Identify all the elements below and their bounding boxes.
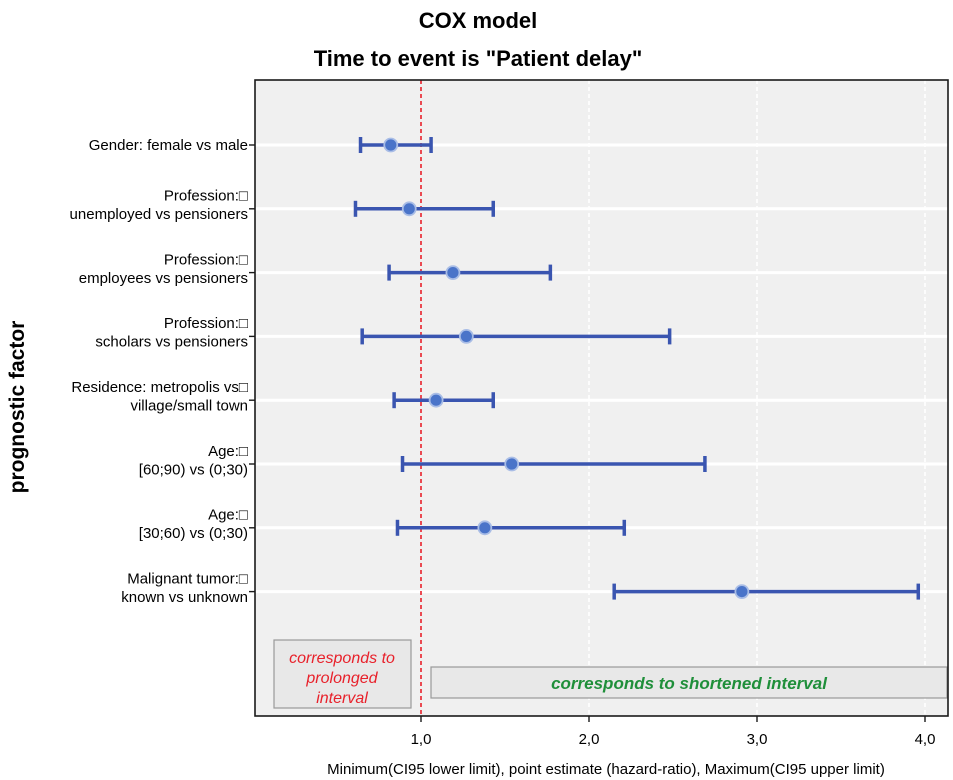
- y-axis-label: prognostic factor: [6, 321, 29, 494]
- category-label: Profession:□: [164, 315, 248, 332]
- category-label: employees vs pensioners: [79, 270, 248, 287]
- x-axis-label: Minimum(CI95 lower limit), point estimat…: [327, 761, 885, 778]
- category-label: scholars vs pensioners: [95, 334, 248, 351]
- point-estimate: [445, 265, 461, 281]
- right-annotation-box: [430, 666, 948, 699]
- point-estimate: [734, 584, 750, 599]
- category-label: village/small town: [130, 397, 248, 414]
- x-tick-label: 3,0: [747, 731, 768, 748]
- left-annotation-box: [273, 639, 412, 709]
- plot-area: [255, 80, 948, 716]
- point-estimate: [383, 137, 399, 153]
- point-estimate: [504, 456, 520, 472]
- x-tick-label: 2,0: [579, 731, 600, 748]
- annotations: corresponds to prolonged interval correspon…: [273, 639, 948, 709]
- point-estimate: [401, 201, 417, 217]
- point-estimate: [477, 520, 493, 536]
- category-label: Profession:□: [164, 251, 248, 268]
- category-label: Age:□: [208, 507, 248, 524]
- right-annotation-text: corresponds to shortened interval: [551, 674, 828, 693]
- category-label: Age:□: [208, 443, 248, 460]
- left-annotation-text: interval: [316, 690, 368, 707]
- chart-title: COX model: [419, 8, 538, 33]
- x-axis-ticks: 1,0 2,0 3,0 4,0: [411, 716, 936, 748]
- plot-frame: [254, 79, 949, 717]
- category-label: Profession:□: [164, 188, 248, 205]
- x-tick-label: 1,0: [411, 731, 432, 748]
- category-label: Residence: metropolis vs□: [71, 379, 248, 396]
- category-label: Gender: female vs male: [89, 137, 248, 154]
- chart-subtitle: Time to event is "Patient delay": [314, 46, 643, 71]
- category-label: [60;90) vs (0;30): [139, 461, 248, 478]
- data-series: [353, 137, 921, 600]
- left-annotation-text: corresponds to: [289, 650, 395, 667]
- point-estimate: [428, 392, 444, 408]
- category-label: unemployed vs pensioners: [70, 206, 248, 223]
- category-labels: Gender: female vs maleProfession:□unempl…: [70, 137, 255, 606]
- left-annotation-text: prolonged: [305, 670, 378, 687]
- point-estimate: [458, 328, 474, 344]
- category-label: [30;60) vs (0;30): [139, 525, 248, 542]
- category-label: known vs unknown: [121, 589, 248, 606]
- category-label: Malignant tumor:□: [127, 570, 248, 587]
- x-tick-label: 4,0: [915, 731, 936, 748]
